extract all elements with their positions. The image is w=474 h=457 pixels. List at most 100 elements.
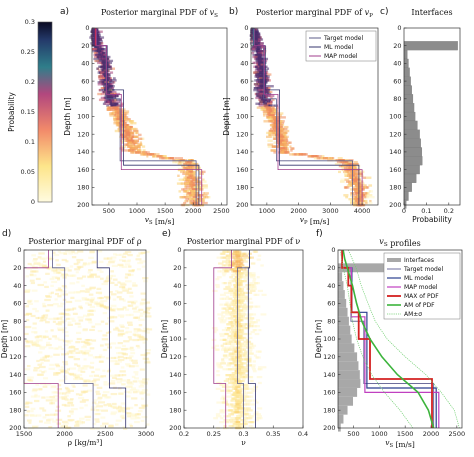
- density-cell: [235, 385, 241, 388]
- density-cell: [238, 399, 245, 402]
- density-cell: [191, 192, 198, 195]
- density-cell: [145, 331, 150, 334]
- density-cell: [175, 160, 178, 164]
- density-cell: [131, 122, 137, 125]
- series-am_plus: [347, 249, 460, 429]
- density-cell: [204, 192, 209, 195]
- density-cell: [344, 174, 350, 177]
- density-cell: [255, 38, 258, 41]
- colorbar-tick-label: 0.2: [25, 78, 35, 86]
- density-cell: [64, 353, 69, 356]
- density-cell: [268, 85, 274, 88]
- density-cell: [107, 61, 113, 65]
- density-cell: [232, 264, 236, 267]
- density-cell: [218, 317, 224, 320]
- density-cell: [243, 260, 248, 263]
- density-cell: [243, 344, 248, 347]
- density-cell: [115, 253, 121, 257]
- density-cell: [67, 323, 73, 326]
- density-cell: [110, 379, 116, 383]
- density-cell: [35, 277, 41, 281]
- density-cell: [141, 404, 149, 407]
- density-cell: [223, 264, 230, 267]
- density-cell: [145, 308, 151, 311]
- density-cell: [95, 275, 101, 278]
- density-cell: [237, 397, 243, 400]
- x-tick-label: 2500: [97, 430, 114, 438]
- y-tick-label: 180: [389, 184, 401, 192]
- density-cell: [218, 262, 224, 265]
- density-cell: [133, 310, 141, 313]
- density-cell: [50, 386, 57, 389]
- density-cell: [354, 172, 358, 176]
- density-cell: [71, 250, 75, 253]
- density-cell: [250, 32, 255, 35]
- density-cell: [243, 415, 247, 418]
- density-cell: [285, 147, 289, 150]
- density-cell: [232, 252, 238, 255]
- density-cell: [38, 351, 43, 354]
- density-cell: [220, 344, 224, 347]
- density-cell: [241, 403, 247, 406]
- density-cell: [235, 325, 242, 328]
- density-cell: [117, 355, 124, 358]
- density-cell: [53, 353, 60, 356]
- density-cell: [30, 395, 37, 398]
- density-cell: [113, 328, 120, 331]
- density-cell: [100, 86, 106, 90]
- density-cell: [99, 75, 104, 78]
- density-cell: [365, 176, 372, 179]
- histogram-bar: [403, 103, 415, 113]
- density-cell: [132, 284, 138, 287]
- density-cell: [238, 309, 244, 312]
- density-cell: [65, 267, 70, 270]
- density-cell: [100, 51, 103, 55]
- density-cell: [234, 364, 239, 367]
- density-cell: [124, 118, 130, 121]
- density-cell: [233, 334, 239, 338]
- density-cell: [354, 192, 360, 195]
- density-cell: [232, 346, 238, 349]
- density-cell: [142, 405, 146, 408]
- density-cell: [235, 417, 242, 420]
- density-cell: [133, 330, 139, 333]
- density-cell: [57, 321, 65, 324]
- density-cell: [123, 427, 128, 430]
- density-cell: [139, 337, 143, 341]
- legend-label: MAP model: [324, 53, 358, 60]
- density-cell: [219, 334, 225, 338]
- density-cell: [132, 151, 137, 154]
- density-cell: [62, 293, 69, 296]
- density-cell: [30, 407, 36, 410]
- density-cell: [53, 317, 59, 320]
- density-cell: [79, 422, 84, 425]
- density-cell: [87, 303, 92, 306]
- density-cell: [289, 153, 294, 156]
- density-cell: [102, 73, 108, 76]
- density-cell: [236, 311, 241, 314]
- density-cell: [271, 98, 275, 102]
- y-tick-label: 80: [173, 317, 181, 325]
- density-cell: [117, 410, 121, 413]
- x-tick-label: 2000: [290, 207, 307, 215]
- density-cell: [215, 387, 221, 390]
- density-cell: [139, 303, 144, 306]
- density-cell: [257, 289, 263, 293]
- density-cell: [115, 326, 119, 329]
- density-cell: [189, 178, 195, 181]
- density-cell: [124, 276, 129, 279]
- density-cell: [108, 261, 115, 264]
- density-cell: [252, 368, 256, 371]
- density-cell: [216, 401, 223, 404]
- density-cell: [236, 415, 242, 418]
- density-cell: [139, 301, 145, 304]
- density-cell: [235, 403, 241, 406]
- density-cell: [267, 145, 272, 148]
- histogram-bar: [338, 343, 355, 353]
- density-cell: [107, 404, 113, 407]
- density-cell: [68, 372, 72, 376]
- density-cell: [204, 196, 209, 199]
- density-cell: [135, 131, 139, 135]
- density-cell: [272, 135, 275, 139]
- density-cell: [87, 313, 94, 316]
